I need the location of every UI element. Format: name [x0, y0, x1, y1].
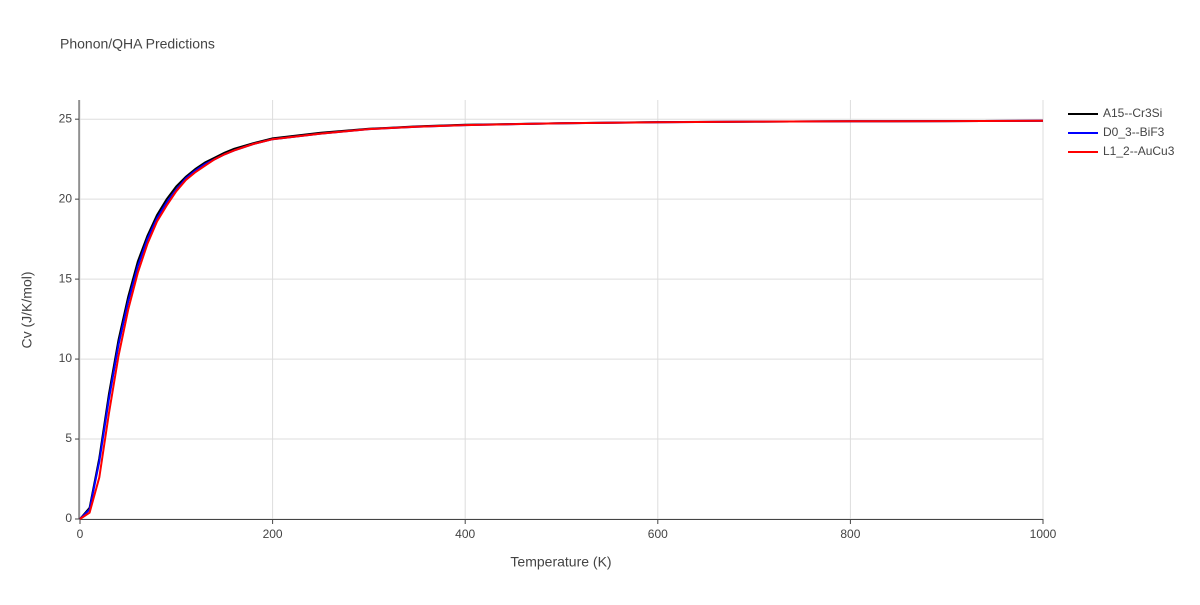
legend-label: A15--Cr3Si [1103, 106, 1162, 120]
y-tick-label: 25 [59, 111, 73, 125]
x-tick-label: 400 [455, 527, 475, 541]
chart-title: Phonon/QHA Predictions [60, 36, 215, 52]
legend-label: D0_3--BiF3 [1103, 125, 1165, 139]
x-tick-label: 1000 [1030, 527, 1057, 541]
legend-label: L1_2--AuCu3 [1103, 144, 1175, 158]
line-series [79, 119, 1044, 520]
y-tick-label: 20 [59, 191, 73, 205]
y-tick-label: 0 [65, 511, 72, 525]
line-series [79, 119, 1044, 520]
line-series [79, 119, 1044, 520]
y-tick-label: 15 [59, 271, 73, 285]
x-tick-label: 600 [648, 527, 668, 541]
y-axis-label: Cv (J/K/mol) [19, 272, 35, 349]
x-tick-label: 800 [840, 527, 860, 541]
y-tick-label: 10 [59, 351, 73, 365]
x-axis-label: Temperature (K) [510, 554, 611, 570]
y-tick-label: 5 [65, 431, 72, 445]
x-tick-label: 200 [263, 527, 283, 541]
x-tick-label: 0 [77, 527, 84, 541]
